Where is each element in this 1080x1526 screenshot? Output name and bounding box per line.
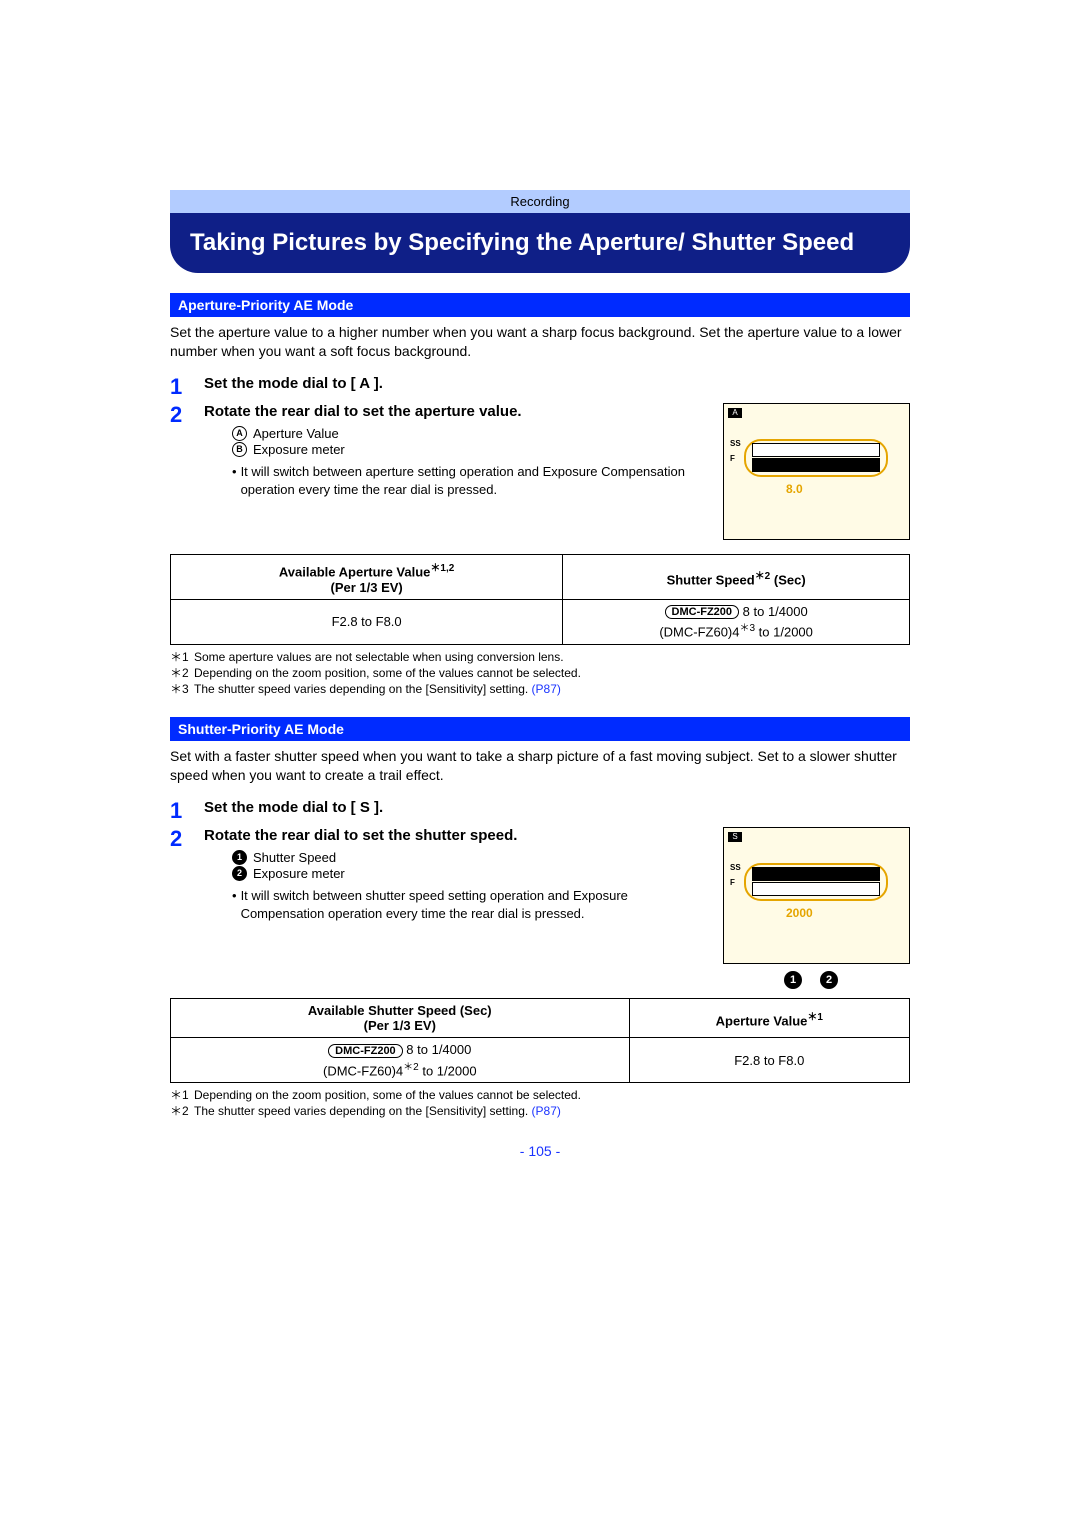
note-text: It will switch between shutter speed set… xyxy=(241,887,709,922)
category-bar: Recording xyxy=(170,190,910,213)
table-header: Aperture Value xyxy=(716,1013,808,1028)
model-badge: DMC-FZ200 xyxy=(665,605,740,619)
section2-intro: Set with a faster shutter speed when you… xyxy=(170,747,910,785)
aperture-value-display: 8.0 xyxy=(786,482,803,496)
legend-text: Aperture Value xyxy=(253,426,339,441)
section1-intro: Set the aperture value to a higher numbe… xyxy=(170,323,910,361)
callout-marker-1: 1 xyxy=(784,971,802,989)
sup: ＊1,2 xyxy=(430,563,454,574)
aperture-spec-table: Available Aperture Value＊1,2 (Per 1/3 EV… xyxy=(170,554,910,644)
legend-text: Exposure meter xyxy=(253,442,345,457)
table-header: Available Aperture Value xyxy=(279,565,431,580)
meter-highlight xyxy=(744,863,888,901)
page-title: Taking Pictures by Specifying the Apertu… xyxy=(170,213,910,273)
step-number: 1 xyxy=(170,799,194,823)
legend-text: Exposure meter xyxy=(253,866,345,881)
diagram-label: F xyxy=(730,454,735,463)
bullet-icon: • xyxy=(232,463,237,498)
footnotes: ＊1Depending on the zoom position, some o… xyxy=(170,1087,910,1119)
step-number: 1 xyxy=(170,375,194,399)
note-text: It will switch between aperture setting … xyxy=(241,463,709,498)
table-cell: F2.8 to F8.0 xyxy=(629,1038,909,1083)
callout-marker-2: 2 xyxy=(820,971,838,989)
shutter-spec-table: Available Shutter Speed (Sec) (Per 1/3 E… xyxy=(170,998,910,1083)
legend-text: Shutter Speed xyxy=(253,850,336,865)
diagram-label: SS xyxy=(730,439,741,448)
camera-display-diagram: A SS F 8.0 xyxy=(723,403,910,540)
table-header: (Sec) xyxy=(770,572,805,587)
section-heading-aperture: Aperture-Priority AE Mode xyxy=(170,293,910,317)
table-header: Shutter Speed xyxy=(667,572,755,587)
bullet-icon: • xyxy=(232,887,237,922)
step-title: Set the mode dial to [ S ]. xyxy=(204,799,910,816)
legend-marker-b: B xyxy=(232,442,247,457)
diagram-label: F xyxy=(730,878,735,887)
section-heading-shutter: Shutter-Priority AE Mode xyxy=(170,717,910,741)
table-header: Available Shutter Speed (Sec) xyxy=(308,1003,492,1018)
table-cell: DMC-FZ200 8 to 1/4000 (DMC-FZ60)4＊2 to 1… xyxy=(171,1038,630,1083)
step-title: Set the mode dial to [ A ]. xyxy=(204,375,910,392)
table-cell: F2.8 to F8.0 xyxy=(171,599,563,644)
meter-highlight xyxy=(744,439,888,477)
sup: ＊2 xyxy=(755,571,771,582)
legend-marker-2: 2 xyxy=(232,866,247,881)
diagram-label: SS xyxy=(730,863,741,872)
model-badge: DMC-FZ200 xyxy=(328,1044,403,1058)
footnotes: ＊1Some aperture values are not selectabl… xyxy=(170,649,910,698)
legend-marker-a: A xyxy=(232,426,247,441)
step-number: 2 xyxy=(170,827,194,851)
page-number: - 105 - xyxy=(170,1143,910,1159)
step-title: Rotate the rear dial to set the aperture… xyxy=(204,403,709,420)
mode-indicator: A xyxy=(728,408,742,418)
shutter-value-display: 2000 xyxy=(786,906,813,920)
page-ref-link[interactable]: (P87) xyxy=(532,1104,561,1118)
table-header: (Per 1/3 EV) xyxy=(330,580,402,595)
step-number: 2 xyxy=(170,403,194,427)
step-title: Rotate the rear dial to set the shutter … xyxy=(204,827,709,844)
page-ref-link[interactable]: (P87) xyxy=(532,682,561,696)
camera-display-diagram: S SS F 2000 1 2 xyxy=(723,827,910,964)
mode-indicator: S xyxy=(728,832,742,842)
sup: ＊1 xyxy=(807,1012,823,1023)
table-header: (Per 1/3 EV) xyxy=(364,1018,436,1033)
legend-marker-1: 1 xyxy=(232,850,247,865)
table-cell: DMC-FZ200 8 to 1/4000 (DMC-FZ60)4＊3 to 1… xyxy=(563,599,910,644)
